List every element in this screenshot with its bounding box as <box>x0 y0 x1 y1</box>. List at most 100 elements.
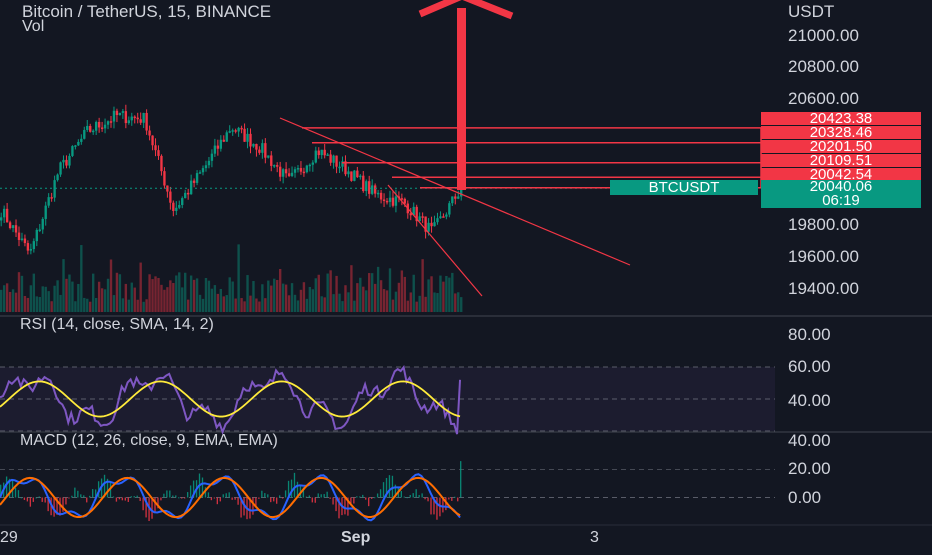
candle-body <box>391 197 395 206</box>
rsi-tick: 40.00 <box>788 391 831 410</box>
volume-bar <box>41 286 44 312</box>
level-badge[interactable]: 20201.50 <box>761 139 921 154</box>
rsi-legend[interactable]: RSI (14, close, SMA, 14, 2) <box>20 316 214 333</box>
volume-bar <box>421 259 424 312</box>
candle-body <box>305 165 309 173</box>
candle-body <box>157 150 160 156</box>
volume-bar <box>97 281 101 312</box>
volume-bar <box>71 281 74 312</box>
volume-bar <box>323 297 326 312</box>
macd-histogram-bar <box>362 494 364 498</box>
level-badge[interactable]: 20423.38 <box>761 111 921 126</box>
candle-body <box>302 171 306 174</box>
macd-histogram-bar <box>350 497 352 506</box>
candle-body <box>433 222 436 227</box>
volume-bar <box>222 296 225 312</box>
candle-body <box>112 110 116 122</box>
candle-body <box>400 198 404 200</box>
macd-histogram-bar <box>77 490 79 498</box>
candle-body <box>445 214 448 217</box>
volume-bar <box>83 297 86 312</box>
candle-body <box>460 188 463 197</box>
candle-body <box>365 181 368 192</box>
level-badge[interactable]: 20109.51 <box>761 153 921 168</box>
macd-histogram-bar <box>8 478 11 498</box>
volume-bar <box>11 289 15 312</box>
macd-histogram-bar <box>439 497 441 517</box>
candle-body <box>145 112 148 131</box>
candle-body <box>421 216 424 218</box>
macd-histogram-bar <box>35 497 37 499</box>
volume-bar <box>273 278 276 312</box>
candle-body <box>270 155 273 166</box>
volume-bar <box>172 283 175 312</box>
candle-body <box>189 180 193 195</box>
volume-bar <box>258 301 261 312</box>
candle-body <box>249 133 252 147</box>
macd-histogram-bar <box>89 495 91 498</box>
macd-histogram-bar <box>127 497 129 502</box>
rsi-tick: 60.00 <box>788 357 831 376</box>
macd-tick: 40.00 <box>788 431 831 450</box>
volume-bar <box>347 292 350 312</box>
candle-body <box>299 168 303 172</box>
volume-bar <box>59 294 62 312</box>
candle-body <box>264 143 267 158</box>
candle-body <box>213 145 217 154</box>
candle-body <box>0 217 3 221</box>
volume-bar <box>335 275 338 312</box>
volume-bar <box>77 283 80 312</box>
macd-histogram-bar <box>293 472 296 498</box>
time-tick: 3 <box>590 529 599 546</box>
volume-bar <box>308 286 312 312</box>
macd-histogram-bar <box>356 496 358 498</box>
macd-histogram-bar <box>290 479 293 498</box>
macd-histogram-bar <box>323 494 325 498</box>
candle-body <box>335 155 338 167</box>
macd-histogram-bar <box>47 497 49 512</box>
volume-bar <box>240 298 243 312</box>
candle-body <box>451 196 454 204</box>
macd-histogram-bar <box>145 497 147 518</box>
volume-bar <box>373 283 377 312</box>
macd-histogram-bar <box>14 487 17 498</box>
volume-bar <box>148 274 151 312</box>
macd-histogram-bar <box>391 475 394 498</box>
level-badge[interactable]: 20042.54 <box>761 167 921 182</box>
macd-histogram-bar <box>451 497 453 501</box>
level-badge[interactable]: 20328.46 <box>761 125 921 140</box>
volume-bar <box>430 276 433 312</box>
macd-histogram-bar <box>457 497 459 502</box>
candle-body <box>231 130 234 132</box>
arrow-head <box>418 0 514 20</box>
volume-bar <box>118 274 122 312</box>
macd-tick: 0.00 <box>788 488 822 507</box>
candle-body <box>359 175 362 178</box>
candle-body <box>35 229 38 242</box>
macd-histogram-bar <box>264 493 266 498</box>
volume-bar <box>296 300 300 312</box>
candle-body <box>314 150 317 163</box>
macd-histogram-bar <box>454 496 456 498</box>
candle-body <box>195 173 199 183</box>
candle-body <box>130 116 133 121</box>
macd-histogram-bar <box>26 497 29 502</box>
macd-histogram-bar <box>56 497 58 515</box>
macd-histogram-bar <box>74 487 76 498</box>
macd-histogram-bar <box>178 497 180 499</box>
volume-bar <box>8 291 12 312</box>
macd-histogram-bar <box>273 497 275 502</box>
candle-body <box>373 185 377 194</box>
volume-bar <box>213 285 217 312</box>
macd-histogram-bar <box>445 497 447 511</box>
candle-body <box>109 121 113 123</box>
volume-bar <box>270 285 273 312</box>
volume-bar <box>35 296 38 312</box>
candle-body <box>192 180 196 183</box>
candle-body <box>278 166 282 177</box>
macd-legend[interactable]: MACD (12, 26, close, 9, EMA, EMA) <box>20 432 278 449</box>
price-tick: 20800.00 <box>788 57 859 76</box>
candle-body <box>86 125 89 130</box>
macd-histogram-bar <box>97 481 100 498</box>
